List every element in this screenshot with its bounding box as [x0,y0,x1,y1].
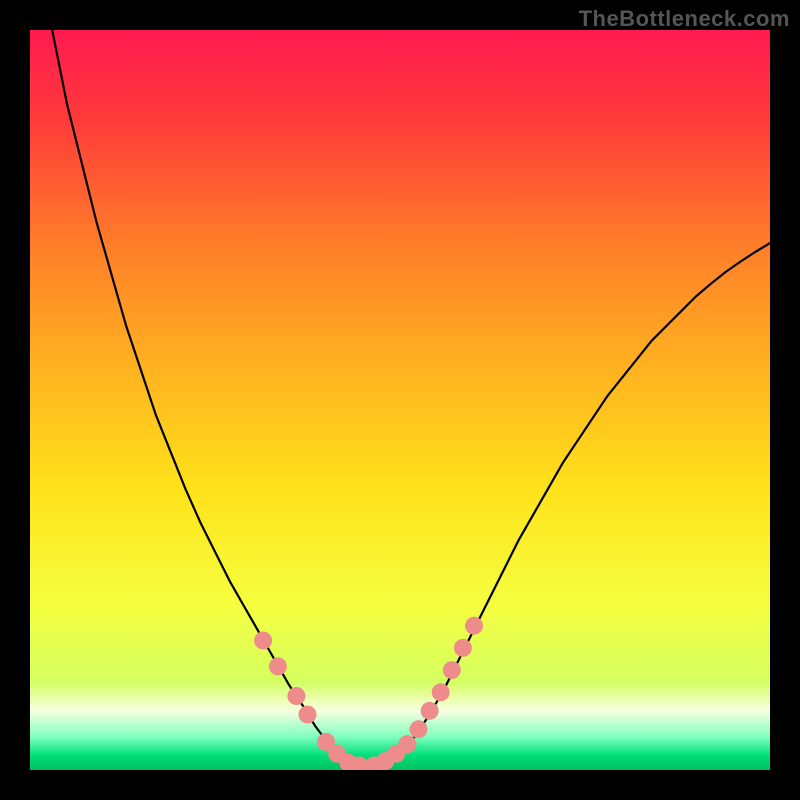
marker-dot [454,639,472,657]
marker-dot [398,735,416,753]
marker-dot [269,657,287,675]
chart-svg [30,30,770,770]
marker-dot [432,683,450,701]
chart-container: TheBottleneck.com [0,0,800,800]
marker-dot [299,706,317,724]
marker-dot [443,661,461,679]
marker-dot [287,687,305,705]
watermark-text: TheBottleneck.com [579,6,790,32]
marker-dot [421,702,439,720]
marker-dot [410,720,428,738]
plot-background [30,30,770,770]
marker-dot [254,632,272,650]
plot-area [30,30,770,770]
marker-dot [465,617,483,635]
